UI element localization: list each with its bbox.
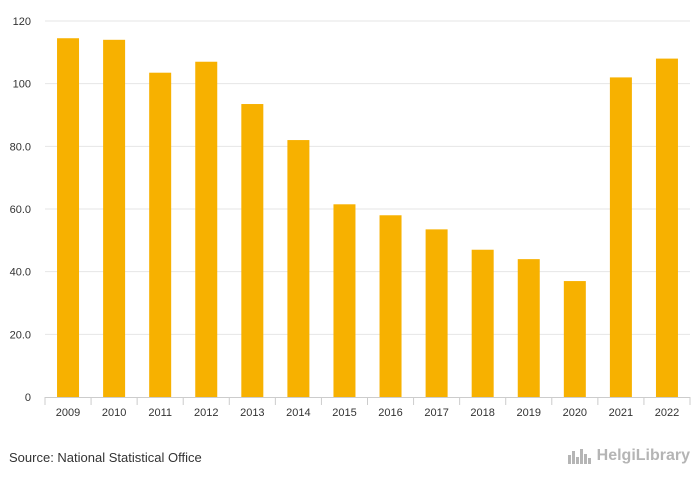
y-tick-label: 40.0 — [10, 267, 31, 279]
y-axis-ticks: 0 20.0 40.0 60.0 80.0 100 120 — [10, 16, 31, 404]
bar — [195, 61, 218, 397]
bar — [563, 281, 586, 397]
bar — [379, 215, 402, 397]
x-tick-label: 2015 — [332, 407, 356, 419]
gridlines — [45, 20, 690, 335]
brand-name: HelgiLibrary — [596, 447, 690, 464]
x-tick-label: 2013 — [240, 407, 264, 419]
bar — [425, 229, 448, 397]
bar — [241, 104, 264, 398]
x-tick-label: 2012 — [194, 407, 218, 419]
y-tick-label: 0 — [25, 392, 31, 404]
y-tick-label: 60.0 — [10, 204, 31, 216]
x-tick-label: 2019 — [517, 407, 541, 419]
x-tick-label: 2020 — [563, 407, 587, 419]
y-tick-label: 100 — [13, 79, 31, 91]
city-skyline-icon — [567, 449, 591, 464]
y-tick-label: 20.0 — [10, 329, 31, 341]
x-tick-label: 2021 — [609, 407, 633, 419]
x-tick-label: 2011 — [148, 407, 172, 419]
bar-chart: 0 20.0 40.0 60.0 80.0 100 120 2009 2010 2011 2012… — [10, 16, 691, 419]
bar — [517, 259, 540, 397]
bar — [57, 38, 80, 397]
bar — [471, 249, 494, 397]
x-tick-label: 2014 — [286, 407, 310, 419]
bars — [57, 38, 678, 398]
x-tick-label: 2022 — [655, 407, 679, 419]
brand-logo[interactable]: HelgiLibrary — [567, 447, 690, 465]
x-tick-label: 2010 — [102, 407, 126, 419]
source-note: Source: National Statistical Office — [9, 450, 202, 465]
bar — [655, 58, 678, 397]
x-tick-label: 2018 — [470, 407, 494, 419]
bar — [103, 39, 126, 398]
x-axis: 2009 2010 2011 2012 2013 2014 2015 2016 2017 2018… — [44, 397, 691, 419]
y-tick-label: 80.0 — [10, 141, 31, 153]
x-tick-label: 2009 — [56, 407, 80, 419]
x-tick-label: 2017 — [424, 407, 448, 419]
bar — [609, 77, 632, 398]
y-tick-label: 120 — [13, 16, 31, 28]
x-tick-label: 2016 — [378, 407, 402, 419]
bar — [333, 204, 356, 397]
bar — [287, 140, 310, 398]
bar — [149, 72, 172, 397]
